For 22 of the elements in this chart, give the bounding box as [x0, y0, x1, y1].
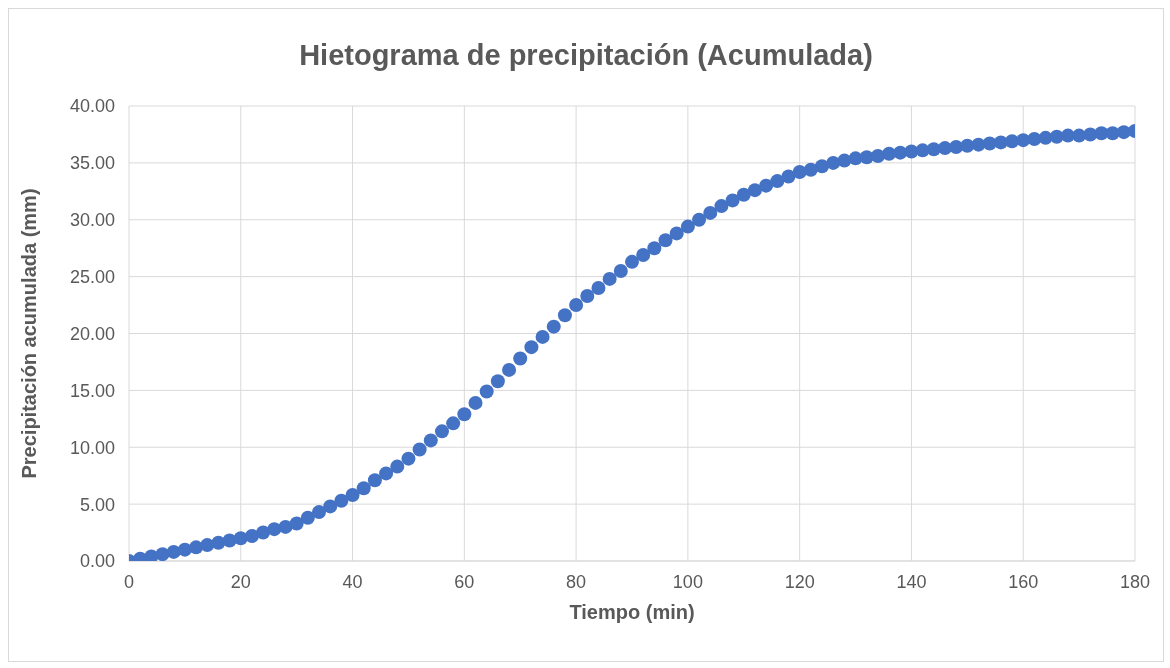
x-tick-label: 0	[123, 571, 135, 592]
x-tick-label: 40	[342, 571, 363, 592]
x-axis-title: Tiempo (min)	[569, 601, 695, 623]
x-tick-label: 60	[454, 571, 475, 592]
y-tick-label: 40.00	[69, 96, 115, 117]
y-axis-title: Precipitación acumulada (mm)	[18, 188, 41, 479]
y-tick-label: 20.00	[69, 323, 115, 344]
x-tick-label: 160	[1008, 571, 1039, 592]
y-tick-label: 5.00	[79, 494, 115, 515]
y-tick-label: 10.00	[69, 437, 115, 458]
x-tick-label: 100	[672, 571, 703, 592]
y-tick-label: 25.00	[69, 267, 115, 288]
y-tick-label: 35.00	[69, 153, 115, 174]
x-tick-label: 80	[566, 571, 587, 592]
y-tick-label: 30.00	[69, 210, 115, 231]
x-tick-label: 120	[784, 571, 815, 592]
x-tick-label: 180	[1119, 571, 1151, 592]
chart-title: Hietograma de precipitación (Acumulada)	[298, 39, 874, 72]
y-tick-label: 15.00	[69, 380, 115, 401]
x-tick-label: 20	[230, 571, 251, 592]
y-tick-label: 0.00	[79, 551, 115, 572]
x-tick-label: 140	[896, 571, 927, 592]
